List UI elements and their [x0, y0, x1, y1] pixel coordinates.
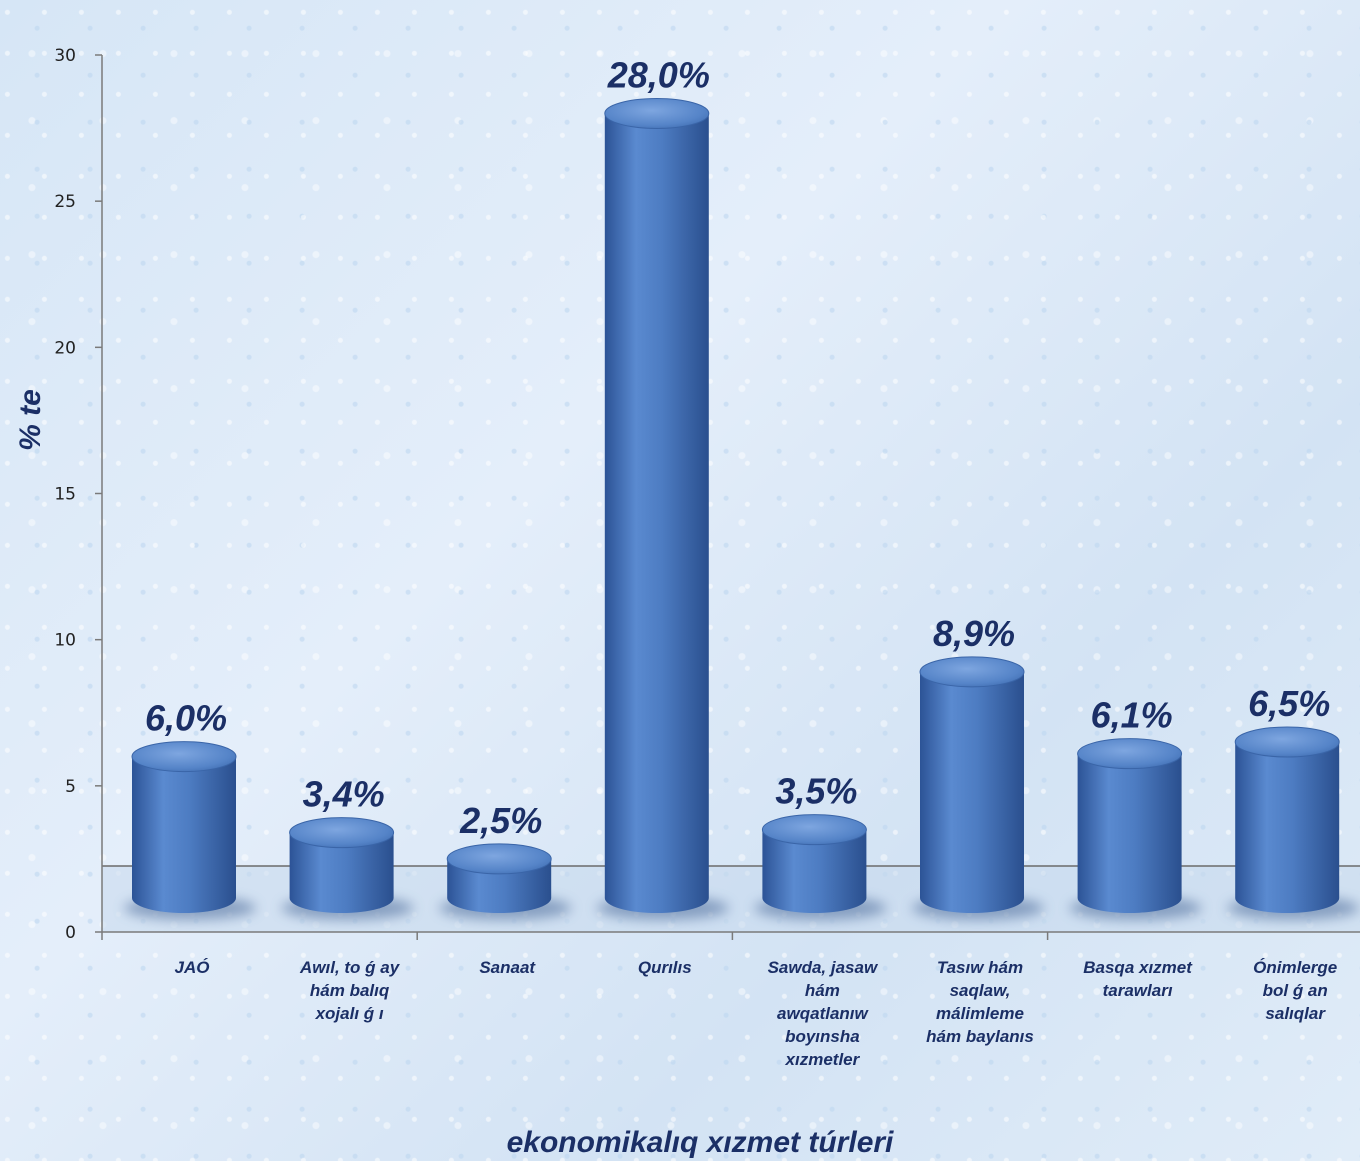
- bar: [439, 843, 572, 920]
- category-label-line: Basqa xızmet: [1083, 958, 1193, 977]
- bar-body: [1077, 753, 1182, 913]
- category-label-line: hám: [805, 981, 840, 1000]
- category-label-line: Ónimlerge: [1253, 958, 1337, 977]
- category-label-line: Sawda, jasaw: [768, 958, 879, 977]
- category-label-line: xızmetler: [785, 1050, 861, 1069]
- category-label: Awıl, to ǵ ay hám balıq xojalı ǵ ı: [299, 958, 401, 1023]
- y-tick-label: 10: [54, 631, 76, 651]
- y-axis-title: % te: [14, 389, 47, 451]
- category-label: Qurılıs: [638, 958, 692, 977]
- category-label: Ónimlerge bol ǵ an salıqlar: [1253, 958, 1337, 1023]
- bar-body: [604, 113, 709, 913]
- bar: [1069, 738, 1202, 920]
- category-label-line: bol ǵ an: [1263, 981, 1328, 1000]
- axes: 0 5 10 15 20 25 30: [54, 46, 1360, 943]
- category-label-line: málimleme: [936, 1004, 1024, 1023]
- category-label-line: xojalı ǵ ı: [315, 1004, 384, 1023]
- category-label: Basqa xızmet tarawları: [1083, 958, 1193, 1000]
- data-label: 3,5%: [775, 771, 857, 812]
- data-label: 6,1%: [1091, 695, 1173, 736]
- bar-body: [289, 832, 394, 913]
- bar-cap: [761, 814, 867, 846]
- bar-body: [920, 671, 1024, 913]
- bar-cap: [1077, 738, 1183, 770]
- bar-body: [1235, 741, 1340, 913]
- category-label-line: hám baylanıs: [926, 1027, 1034, 1046]
- category-label-line: Qurılıs: [638, 958, 692, 977]
- category-label-line: salıqlar: [1265, 1004, 1326, 1023]
- bars: [124, 97, 1360, 920]
- category-label: JAÓ: [175, 958, 210, 977]
- bar-cap: [131, 741, 237, 773]
- y-tick-label: 15: [54, 485, 76, 505]
- bar-cap: [1234, 726, 1340, 758]
- labels: 6,0% JAÓ 3,4% Awıl, to ǵ ay hám balıq xojalı …: [145, 54, 1337, 1069]
- y-tick-label: 25: [54, 192, 76, 212]
- category-label-line: Sanaat: [479, 958, 536, 977]
- x-axis-title: ekonomikalıq xızmet túrleri: [507, 1126, 894, 1159]
- data-label: 6,5%: [1248, 683, 1330, 724]
- category-label-line: hám balıq: [310, 981, 390, 1000]
- bar-cap: [289, 817, 395, 849]
- bar: [124, 741, 256, 920]
- bar: [596, 97, 729, 920]
- bar-body: [132, 756, 236, 913]
- category-label-line: saqlaw,: [950, 981, 1011, 1000]
- category-label-line: JAÓ: [175, 958, 210, 977]
- y-tick-label: 0: [65, 923, 76, 943]
- bar-cap: [919, 656, 1025, 688]
- category-label-line: boyınsha: [785, 1027, 860, 1046]
- category-label-line: tarawları: [1103, 981, 1173, 1000]
- data-label: 2,5%: [459, 800, 542, 841]
- data-label: 28,0%: [607, 54, 710, 95]
- category-label-line: Awıl, to ǵ ay: [299, 958, 401, 977]
- y-tick-label: 5: [65, 777, 76, 797]
- bar-cap: [604, 97, 710, 129]
- data-label: 3,4%: [303, 774, 385, 815]
- y-tick-label: 30: [54, 46, 76, 66]
- y-tick-label: 20: [54, 338, 76, 358]
- bar: [754, 814, 887, 920]
- bar-body: [762, 829, 867, 913]
- data-label: 8,9%: [933, 613, 1015, 654]
- bar: [912, 656, 1044, 920]
- category-label: Tasıw hám saqlaw, málimleme hám baylanıs: [926, 958, 1034, 1046]
- bar: [281, 817, 414, 920]
- bar-cap: [446, 843, 552, 875]
- data-label: 6,0%: [145, 698, 227, 739]
- category-label: Sanaat: [479, 958, 536, 977]
- category-label: Sawda, jasaw hám awqatlanıw boyınsha xızmetl…: [768, 958, 879, 1069]
- bar: [1227, 726, 1360, 920]
- category-label-line: Tasıw hám: [937, 958, 1023, 977]
- category-label-line: awqatlanıw: [777, 1004, 869, 1023]
